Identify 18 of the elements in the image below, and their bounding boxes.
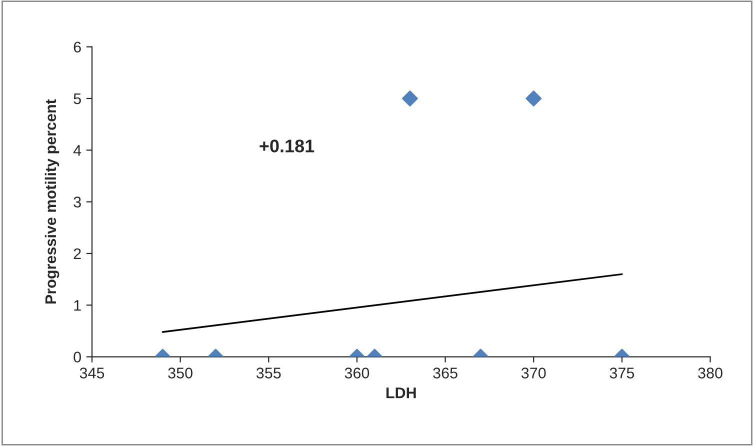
x-tick-label: 350 [168,368,192,378]
x-tick-label: 380 [698,368,722,378]
y-tick-label: 0 [74,352,81,362]
y-tick-label: 4 [73,145,82,156]
x-tick-label: 370 [521,368,546,378]
y-tick-label: 3 [74,196,81,208]
y-tick-label: 6 [74,42,81,53]
x-tick-label: 345 [80,368,104,378]
annotation: +0.181 [260,140,314,152]
x-tick-label: 365 [433,368,458,378]
y-axis-title: Progressive motility percent [44,99,60,304]
y-tick-label: 2 [74,248,81,260]
x-tick-label: 355 [256,368,281,378]
x-tick-label: 360 [344,368,370,378]
x-axis-title: LDH [386,388,416,398]
x-tick-label: 375 [610,368,634,378]
y-tick-label: 5 [74,94,81,104]
y-tick-label: 1 [74,300,81,311]
